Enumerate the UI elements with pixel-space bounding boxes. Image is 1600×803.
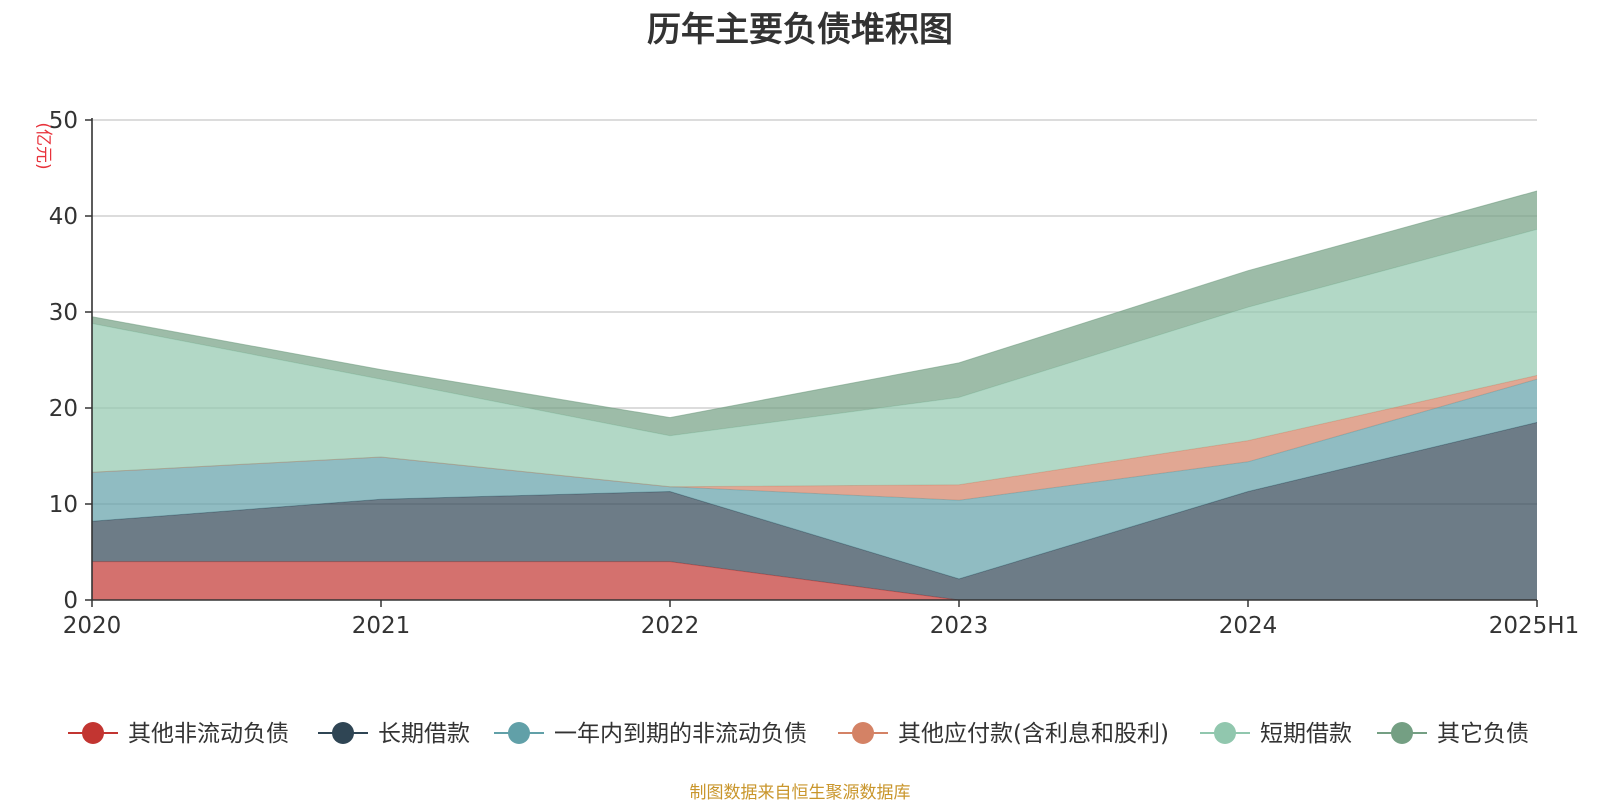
source-note: 制图数据来自恒生聚源数据库	[689, 783, 911, 803]
x-tick-label: 2024	[1219, 613, 1278, 639]
legend-item-5[interactable]: 其它负债	[1377, 721, 1529, 747]
area-series-4	[92, 229, 1537, 487]
y-tick-label: 10	[49, 492, 78, 518]
legend[interactable]: 其他非流动负债 长期借款 一年内到期的非流动负债 其他应付款(含利息和股利) 短期借款 其…	[68, 721, 1529, 747]
legend-marker-icon	[1391, 722, 1413, 744]
series-line-5	[91, 190, 1538, 419]
legend-label: 长期借款	[378, 721, 470, 747]
area-series	[91, 190, 1538, 601]
chart-canvas: 0 10 20 30 40 50 2020 2021 2022 2023 2024 2025H1 (亿元…	[33, 108, 1579, 747]
y-tick-label: 50	[49, 108, 78, 134]
x-tick-label: 2020	[63, 613, 122, 639]
legend-item-4[interactable]: 短期借款	[1200, 721, 1352, 747]
x-tick-label: 2023	[930, 613, 989, 639]
area-series-2	[92, 379, 1537, 579]
y-tick-label: 20	[49, 396, 78, 422]
axes: 0 10 20 30 40 50 2020 2021 2022 2023 2024 2025H1 (亿元…	[33, 108, 1579, 639]
legend-marker-icon	[508, 722, 530, 744]
y-tick-label: 30	[49, 300, 78, 326]
legend-label: 其他非流动负债	[128, 721, 289, 747]
legend-label: 其他应付款(含利息和股利)	[898, 721, 1169, 747]
legend-item-0[interactable]: 其他非流动负债	[68, 721, 289, 747]
area-series-1	[92, 422, 1537, 600]
area-series-3	[92, 375, 1537, 501]
legend-item-2[interactable]: 一年内到期的非流动负债	[494, 721, 807, 747]
legend-label: 其它负债	[1437, 721, 1529, 747]
legend-label: 一年内到期的非流动负债	[554, 721, 807, 747]
legend-marker-icon	[332, 722, 354, 744]
chart-title: 历年主要负债堆积图	[647, 10, 953, 50]
y-axis-label: (亿元)	[33, 122, 53, 169]
legend-item-3[interactable]: 其他应付款(含利息和股利)	[838, 721, 1169, 747]
legend-label: 短期借款	[1260, 721, 1352, 747]
legend-marker-icon	[1214, 722, 1236, 744]
x-tick-label: 2025H1	[1489, 613, 1579, 639]
x-tick-label: 2022	[641, 613, 700, 639]
y-tick-label: 0	[63, 588, 78, 614]
legend-marker-icon	[82, 722, 104, 744]
legend-marker-icon	[852, 722, 874, 744]
y-tick-label: 40	[49, 204, 78, 230]
x-tick-label: 2021	[352, 613, 411, 639]
legend-item-1[interactable]: 长期借款	[318, 721, 470, 747]
